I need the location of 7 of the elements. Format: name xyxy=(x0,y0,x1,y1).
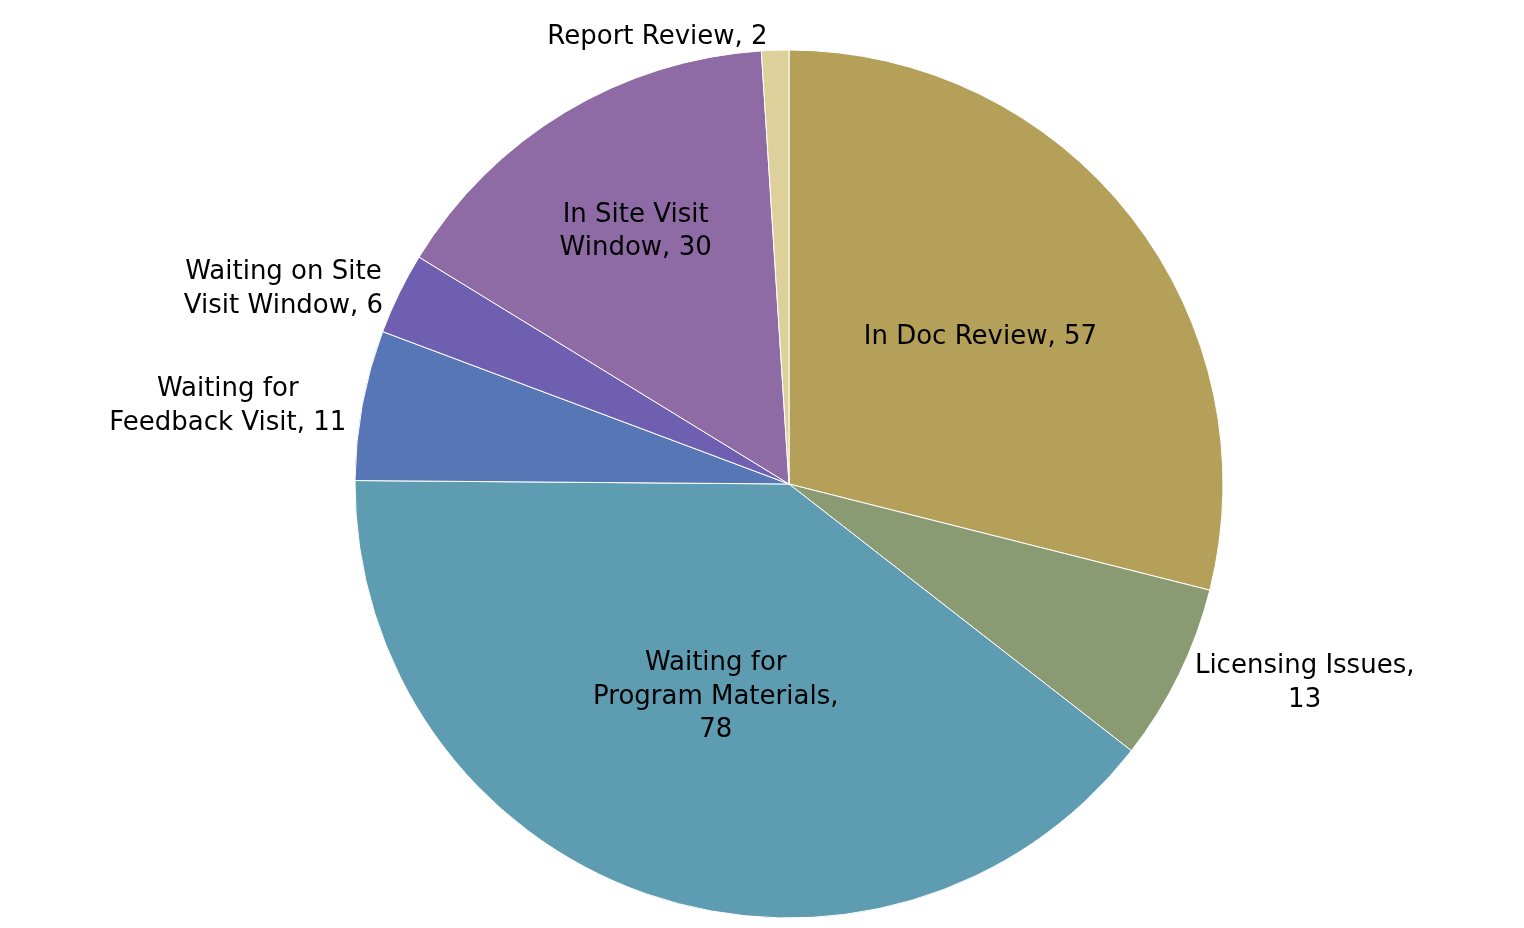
slice-label: Licensing Issues, 13 xyxy=(1194,648,1415,713)
slice-label: Report Review, 2 xyxy=(547,20,768,51)
slice-label: Waiting for Feedback Visit, 11 xyxy=(109,371,347,436)
slice-label: Waiting on Site Visit Window, 6 xyxy=(183,255,384,320)
slice-label: Waiting for Program Materials, 78 xyxy=(593,645,839,744)
slice-label: In Site Visit Window, 30 xyxy=(559,197,712,262)
slice-label: In Doc Review, 57 xyxy=(863,319,1098,350)
